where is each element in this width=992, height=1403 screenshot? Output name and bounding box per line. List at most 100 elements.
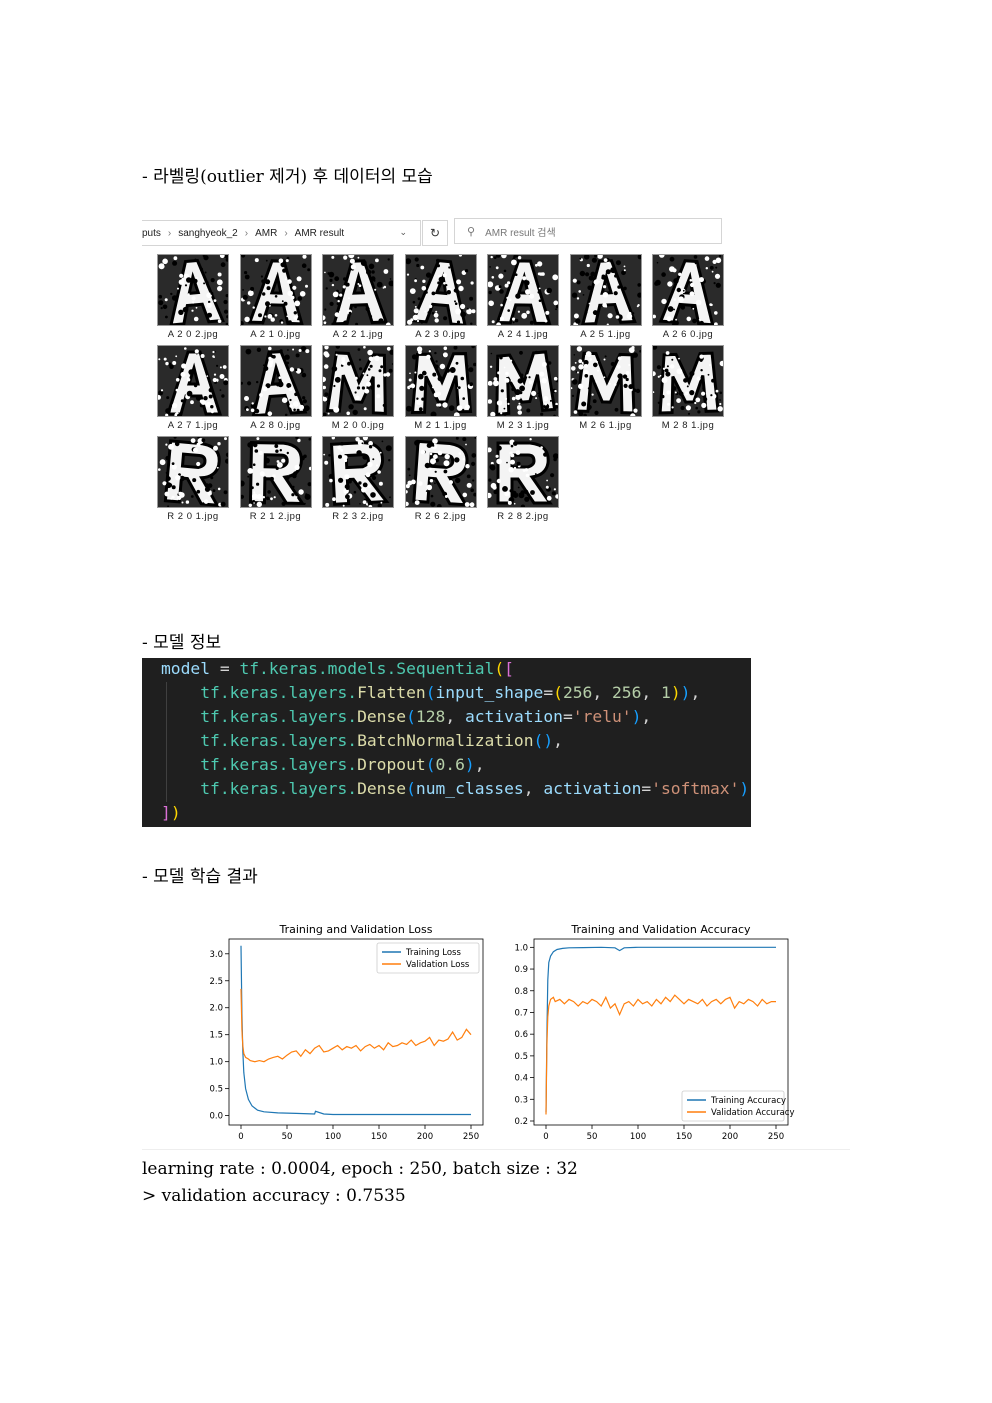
thumbnail-image	[239, 254, 312, 326]
series-line	[240, 988, 472, 1063]
chart-title: Training and Validation Accuracy	[570, 923, 751, 936]
search-input[interactable]: ⚲ AMR result 검색	[454, 218, 722, 244]
y-tick-label: 1.0	[209, 1058, 223, 1068]
file-tile[interactable]: M 2 1 1.jpg	[402, 345, 480, 431]
file-tile[interactable]: A 2 1 0.jpg	[237, 254, 315, 340]
chevron-right-icon: ›	[284, 227, 288, 239]
legend-label: Training Accuracy	[710, 1096, 786, 1106]
x-tick-label: 100	[630, 1132, 646, 1142]
loss-chart: Training and Validation Loss 0 50 100 150 200…	[209, 923, 484, 1142]
results-heading: - 모델 학습 결과	[142, 867, 258, 887]
file-tile[interactable]: A 2 7 1.jpg	[154, 345, 232, 431]
y-tick-label: 3.0	[209, 950, 223, 960]
file-tile[interactable]: A 2 2 1.jpg	[319, 254, 397, 340]
code-line: tf.keras.layers.Dense(num_classes, activ…	[200, 779, 750, 798]
thumbnail-image	[157, 345, 229, 417]
x-tick-label: 50	[282, 1132, 293, 1142]
file-name: R 2 3 2.jpg	[332, 511, 384, 522]
file-tile[interactable]: R 2 8 2.jpg	[484, 436, 562, 522]
legend	[681, 1090, 785, 1122]
file-tile[interactable]: M 2 3 1.jpg	[484, 345, 562, 431]
file-tile[interactable]: R 2 6 2.jpg	[402, 436, 480, 522]
thumbnail-image	[239, 345, 312, 417]
file-name: A 2 6 0.jpg	[662, 329, 714, 340]
thumbnail-image	[322, 254, 394, 326]
breadcrumb-segment[interactable]: sanghyeok_2	[178, 227, 238, 239]
file-tile[interactable]: A 2 5 1.jpg	[567, 254, 645, 340]
file-name: R 2 6 2.jpg	[414, 511, 467, 522]
code-line: tf.keras.layers.Flatten(input_shape=(256…	[200, 683, 701, 702]
search-placeholder: AMR result 검색	[485, 227, 556, 239]
file-name: R 2 8 2.jpg	[497, 511, 549, 522]
file-name: R 2 0 1.jpg	[167, 511, 219, 522]
chevron-right-icon: ›	[244, 227, 249, 239]
thumbnail-image	[569, 254, 642, 326]
file-name: M 2 6 1.jpg	[579, 420, 632, 431]
y-tick-label: 0.7	[514, 1008, 528, 1018]
file-explorer: puts › sanghyeok_2 › AMR › AMR result ⌄ ↻ ⚲…	[142, 216, 724, 526]
x-tick-label: 0	[543, 1132, 548, 1142]
code-line: tf.keras.layers.Dense(128, activation='r…	[200, 707, 652, 726]
y-tick-label: 0.5	[514, 1052, 528, 1062]
file-name: A 2 5 1.jpg	[580, 329, 631, 340]
thumbnail-image	[239, 436, 312, 508]
file-tile[interactable]: R 2 0 1.jpg	[154, 436, 232, 522]
y-tick-label: 0.5	[209, 1085, 223, 1095]
y-tick-label: 1.5	[209, 1031, 223, 1041]
file-tile[interactable]: A 2 0 2.jpg	[154, 254, 232, 340]
file-tile[interactable]: M 2 8 1.jpg	[649, 345, 727, 431]
x-tick-label: 200	[417, 1132, 433, 1142]
legend	[376, 942, 480, 974]
file-tile[interactable]: M 2 6 1.jpg	[567, 345, 645, 431]
thumbnail-image	[157, 436, 229, 508]
file-tile[interactable]: A 2 8 0.jpg	[237, 345, 315, 431]
y-tick-label: 2.5	[209, 977, 223, 987]
file-tile[interactable]: M 2 0 0.jpg	[319, 345, 397, 431]
file-tile[interactable]: R 2 3 2.jpg	[319, 436, 397, 522]
model-heading: - 모델 정보	[142, 633, 222, 653]
file-tile[interactable]: A 2 6 0.jpg	[649, 254, 727, 340]
breadcrumb-segment[interactable]: AMR result	[294, 227, 345, 239]
legend-label: Validation Accuracy	[711, 1108, 794, 1118]
y-tick-label: 0.9	[514, 965, 528, 975]
file-name: A 2 1 0.jpg	[250, 329, 301, 340]
file-name: M 2 1 1.jpg	[414, 420, 467, 431]
file-name: A 2 3 0.jpg	[415, 329, 466, 340]
thumbnail-image	[487, 436, 559, 508]
thumbnail-image	[487, 345, 559, 417]
thumbnail-image	[652, 254, 724, 326]
code-line: model = tf.keras.models.Sequential([	[161, 659, 514, 678]
search-icon: ⚲	[467, 225, 476, 238]
y-tick-label: 2.0	[209, 1004, 223, 1014]
y-tick-label: 0.6	[514, 1030, 528, 1040]
x-tick-label: 200	[722, 1132, 738, 1142]
file-tile[interactable]: R 2 1 2.jpg	[237, 436, 315, 522]
y-tick-label: 0.0	[209, 1112, 223, 1122]
chart-title: Training and Validation Loss	[278, 923, 432, 936]
refresh-button[interactable]: ↻	[422, 220, 448, 246]
address-bar[interactable]: puts › sanghyeok_2 › AMR › AMR result ⌄	[142, 220, 421, 246]
x-tick-label: 150	[676, 1132, 692, 1142]
series-line	[545, 994, 776, 1115]
y-tick-label: 0.8	[514, 987, 528, 997]
legend-label: Training Loss	[405, 948, 461, 958]
file-name: A 2 4 1.jpg	[497, 329, 549, 340]
x-tick-label: 100	[325, 1132, 341, 1142]
thumbnail-image	[322, 345, 394, 417]
file-tile[interactable]: A 2 3 0.jpg	[402, 254, 480, 340]
thumbnail-image	[404, 436, 477, 508]
file-name: M 2 0 0.jpg	[331, 420, 385, 431]
breadcrumb-segment[interactable]: AMR	[255, 227, 278, 239]
chevron-down-icon[interactable]: ⌄	[399, 227, 407, 237]
file-tile[interactable]: A 2 4 1.jpg	[484, 254, 562, 340]
accuracy-chart: Training and Validation Accuracy 0 50 100 15…	[514, 923, 794, 1142]
thumbnail-image	[404, 345, 477, 417]
code-line: tf.keras.layers.Dropout(0.6),	[200, 755, 485, 774]
y-tick-label: 1.0	[514, 943, 528, 953]
x-tick-label: 0	[238, 1132, 243, 1142]
breadcrumb-segment[interactable]: puts	[142, 227, 161, 239]
code-line: tf.keras.layers.BatchNormalization(),	[200, 731, 563, 750]
x-tick-label: 50	[587, 1132, 598, 1142]
code-line: ])	[161, 803, 181, 822]
file-name: M 2 3 1.jpg	[496, 420, 550, 431]
